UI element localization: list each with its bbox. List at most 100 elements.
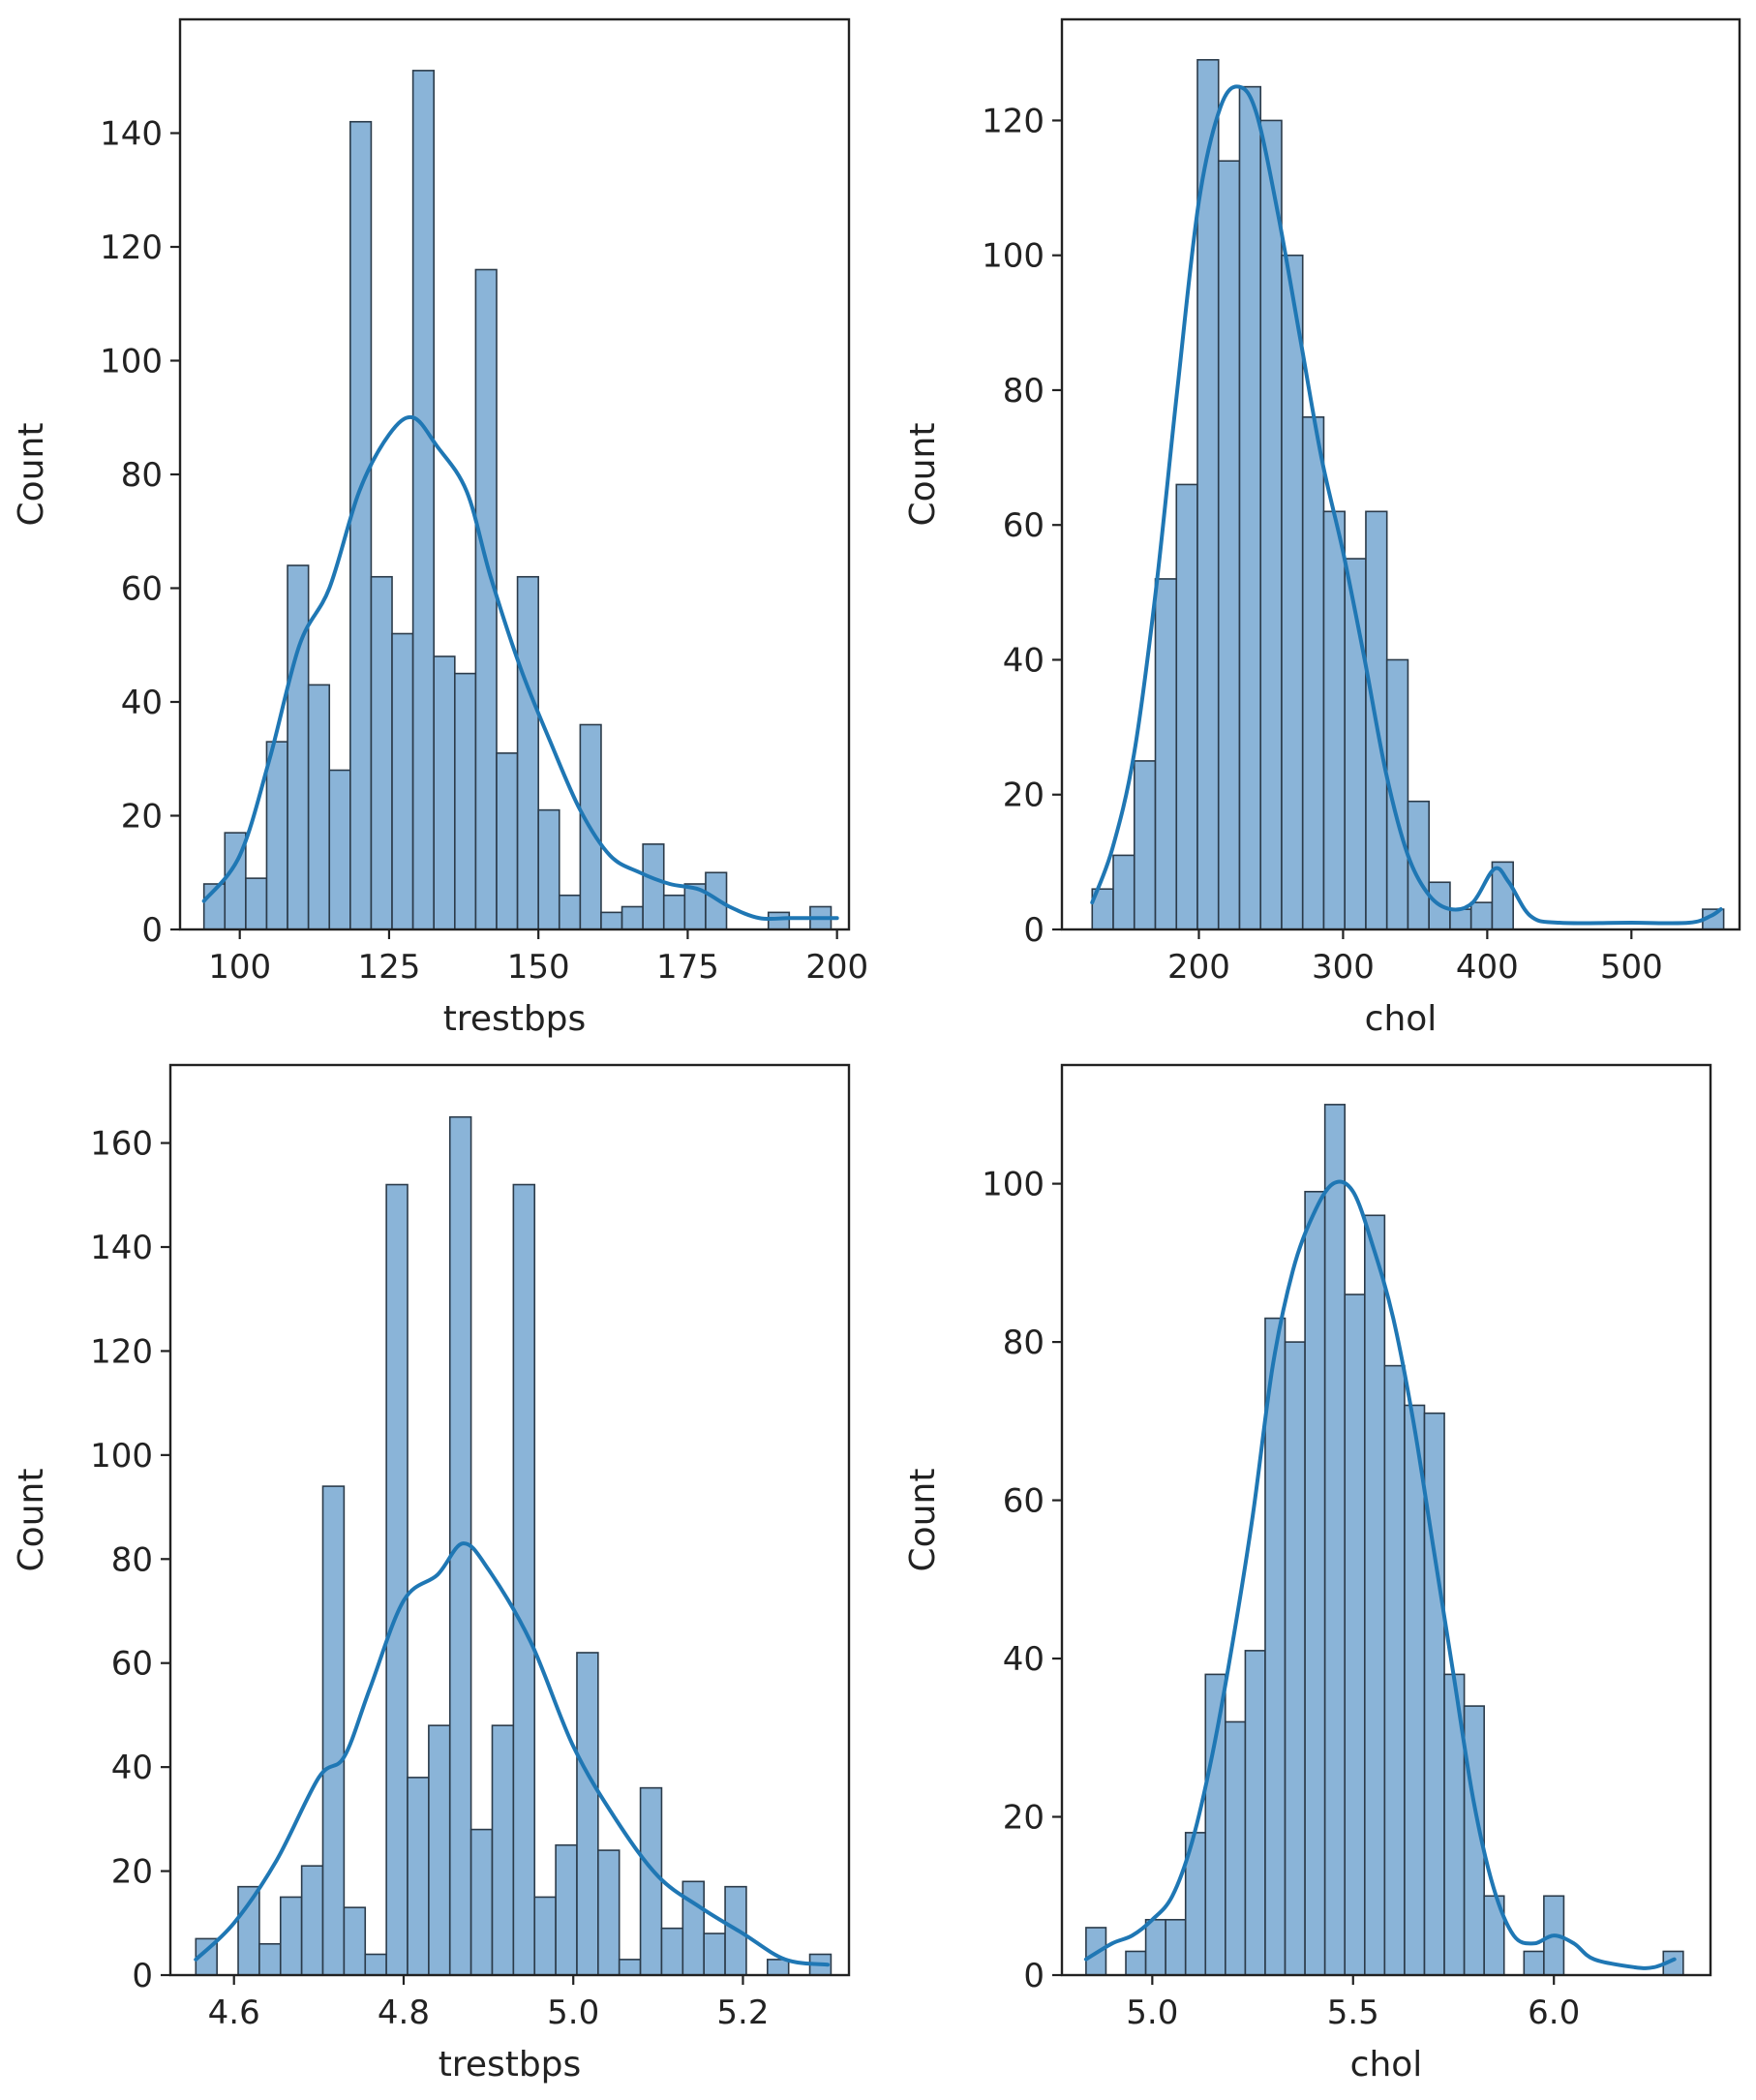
histogram-bar (533, 1896, 557, 1976)
histogram-bar (491, 1724, 515, 1976)
histogram-bar (411, 70, 436, 930)
histogram-bar (407, 1777, 430, 1976)
chart-panel-4: 0 20 40 60 80 100 5.0 5.5 6.0 chol Count (903, 1063, 1712, 2085)
x-axis-label: chol (1350, 2045, 1423, 2085)
histogram-bar (1225, 1720, 1247, 1976)
y-tick-label: 20 (121, 798, 163, 837)
histogram-bar (600, 911, 623, 930)
y-axis-label: Count (903, 1469, 943, 1572)
y-axis-label: Count (12, 1469, 51, 1572)
y-tick-label: 40 (1003, 641, 1045, 680)
histogram-bar (496, 752, 519, 930)
x-axis-label: trestbps (443, 999, 587, 1039)
x-tick-label: 500 (1600, 948, 1663, 987)
histogram-bar (516, 575, 539, 930)
y-tick-label: 120 (982, 102, 1045, 140)
y-tick-label: 140 (100, 115, 163, 154)
histogram-bar (300, 1865, 324, 1976)
histogram-bar (558, 894, 582, 930)
y-tick-label: 120 (100, 228, 163, 267)
histogram-bar (703, 1933, 726, 1976)
histogram-bar (1144, 1918, 1166, 1976)
histogram-bar (469, 1828, 494, 1976)
histogram-bar (1217, 160, 1241, 930)
histogram-bar (767, 911, 791, 930)
histogram-bar (660, 1927, 684, 1976)
x-axis-label: chol (1365, 999, 1438, 1039)
y-tick-label: 160 (90, 1125, 153, 1164)
x-tick-label: 5.5 (1327, 1993, 1379, 2032)
chart-panel-2: 0 20 40 60 80 100 120 200 300 400 500 chol Count (903, 17, 1741, 1039)
y-tick-label: 140 (90, 1229, 153, 1267)
histogram-bar (237, 1885, 260, 1976)
x-axis-label: trestbps (439, 2045, 582, 2085)
kde-line (1083, 1179, 1677, 1970)
y-axis-label: Count (903, 423, 943, 527)
axes-frame (1060, 17, 1741, 931)
y-tick-label: 20 (1003, 776, 1045, 815)
histogram-bar (1259, 119, 1283, 930)
histogram-bar (1323, 1104, 1347, 1976)
y-tick-label: 0 (1023, 911, 1045, 950)
histogram-bar (1322, 510, 1347, 930)
y-tick-label: 20 (111, 1853, 153, 1892)
histogram-bar (385, 1183, 409, 1976)
histogram-bar (621, 905, 644, 930)
y-axis-label: Count (12, 423, 51, 527)
histogram-bar (618, 1959, 642, 1976)
x-tick-label: 125 (357, 948, 420, 987)
histogram-bar (1133, 760, 1157, 930)
histogram-bar (1304, 1190, 1326, 1976)
histogram-bar (328, 769, 351, 930)
kde-line (1090, 84, 1723, 926)
y-tick-label: 80 (1003, 372, 1045, 411)
histogram-bar (343, 1906, 367, 1976)
axes-frame (1060, 1063, 1712, 1977)
histogram-bar (662, 894, 686, 930)
histogram-bar (1301, 416, 1325, 930)
histogram-bar (681, 1880, 706, 1976)
histogram-bar (1244, 1650, 1266, 1976)
histogram-bar (453, 672, 477, 930)
x-tick-label: 4.6 (208, 1993, 260, 2032)
axes-frame (168, 1063, 851, 1977)
histogram-bar (639, 1786, 663, 1976)
y-tick-label: 0 (132, 1957, 153, 1995)
y-tick-label: 80 (121, 456, 163, 495)
histogram-bar (1204, 1673, 1226, 1976)
y-tick-label: 60 (111, 1645, 153, 1684)
chart-panel-3: 0 20 40 60 80 100 120 140 160 4.6 4.8 5.0 5.2 trestbp… (12, 1063, 851, 2085)
x-tick-label: 5.0 (547, 1993, 599, 2032)
histogram-bar (364, 1953, 387, 1976)
x-tick-label: 400 (1456, 948, 1519, 987)
y-tick-label: 100 (90, 1437, 153, 1476)
y-tick-label: 100 (100, 343, 163, 381)
y-tick-label: 100 (982, 237, 1045, 276)
histogram-bar (1344, 1293, 1366, 1976)
histogram-bar (767, 1959, 790, 1976)
histogram-bar (1404, 1404, 1426, 1976)
y-tick-label: 60 (1003, 1482, 1045, 1521)
x-tick-label: 4.8 (378, 1993, 430, 2032)
y-tick-label: 0 (1023, 1957, 1045, 1995)
histogram-bar (321, 1485, 346, 1976)
y-tick-label: 40 (121, 684, 163, 722)
x-tick-label: 300 (1312, 948, 1375, 987)
histogram-bar (1238, 85, 1262, 930)
y-tick-label: 80 (111, 1540, 153, 1579)
histogram-bar (1281, 254, 1304, 930)
x-tick-label: 100 (208, 948, 271, 987)
histogram-bar (512, 1183, 536, 1976)
histogram-bar (1112, 854, 1135, 930)
histogram-bar (245, 877, 268, 930)
y-tick-label: 60 (1003, 506, 1045, 545)
histogram-bar (597, 1849, 621, 1976)
histogram-bar (1469, 901, 1494, 930)
histogram-bar (428, 1724, 451, 1976)
kde-line (201, 414, 839, 922)
y-tick-label: 0 (141, 911, 163, 950)
x-tick-label: 175 (656, 948, 719, 987)
y-tick-label: 60 (121, 570, 163, 609)
y-tick-label: 40 (111, 1749, 153, 1787)
